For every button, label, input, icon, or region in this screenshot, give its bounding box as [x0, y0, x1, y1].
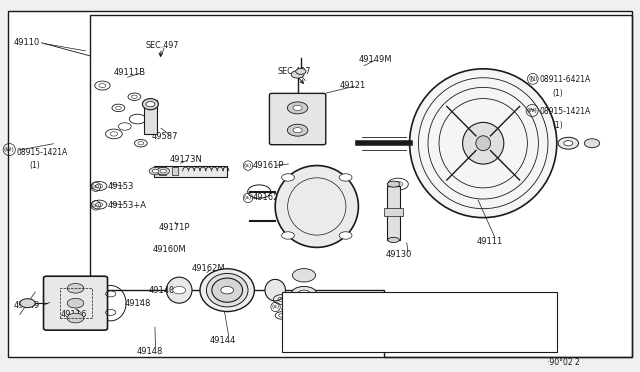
Bar [282, 292, 557, 352]
Bar [387, 186, 400, 240]
Text: 49173N: 49173N [170, 155, 202, 164]
Text: 49149M: 49149M [358, 55, 392, 64]
Text: (1): (1) [29, 161, 40, 170]
Text: (a): (a) [244, 163, 252, 168]
Text: SEC.497: SEC.497 [278, 67, 311, 76]
Text: (W): (W) [527, 108, 538, 113]
Text: 49148: 49148 [125, 299, 151, 308]
Circle shape [293, 105, 302, 110]
Circle shape [293, 128, 302, 133]
FancyBboxPatch shape [269, 93, 326, 145]
Text: 49153: 49153 [108, 182, 134, 191]
Circle shape [558, 137, 579, 149]
Text: 49153+A: 49153+A [108, 201, 147, 210]
Circle shape [584, 139, 600, 148]
Circle shape [160, 169, 166, 173]
Text: 49111: 49111 [477, 237, 503, 246]
Circle shape [221, 286, 234, 294]
Circle shape [67, 313, 84, 323]
Circle shape [292, 269, 316, 282]
Text: 08911-6421A: 08911-6421A [540, 76, 591, 84]
Text: NOTE:PART CODE 49110K......... ⓐ: NOTE:PART CODE 49110K......... ⓐ [288, 317, 427, 326]
Circle shape [564, 141, 573, 146]
Bar [144, 100, 157, 134]
Text: 49161P: 49161P [253, 161, 284, 170]
Text: 49149: 49149 [14, 301, 40, 310]
Text: 08915-1421A: 08915-1421A [540, 107, 591, 116]
Text: ·90°02 2: ·90°02 2 [547, 358, 580, 367]
Circle shape [287, 124, 308, 136]
Text: (a): (a) [92, 203, 100, 208]
Text: (W): (W) [4, 147, 15, 152]
Bar [159, 167, 166, 175]
Ellipse shape [166, 277, 192, 303]
Circle shape [287, 102, 308, 114]
Ellipse shape [388, 237, 399, 243]
Text: 49148: 49148 [136, 347, 163, 356]
Bar [60, 288, 92, 318]
Bar [172, 167, 178, 175]
Text: (1): (1) [552, 121, 563, 130]
Circle shape [20, 299, 35, 308]
Circle shape [339, 232, 352, 239]
Circle shape [67, 283, 84, 293]
Circle shape [67, 298, 84, 308]
Bar [384, 208, 403, 216]
Text: 49171P: 49171P [159, 223, 190, 232]
Text: 49110: 49110 [14, 38, 40, 47]
Ellipse shape [265, 279, 285, 301]
Ellipse shape [463, 122, 504, 164]
Text: 49111B: 49111B [114, 68, 146, 77]
Text: 08915-1421A: 08915-1421A [17, 148, 68, 157]
Ellipse shape [142, 99, 158, 110]
Ellipse shape [200, 269, 254, 311]
Text: (a): (a) [271, 304, 280, 310]
Text: 49144: 49144 [210, 336, 236, 345]
Text: (a): (a) [244, 195, 252, 201]
Circle shape [152, 169, 159, 173]
Text: (N): (N) [528, 76, 538, 81]
Text: 49130: 49130 [386, 250, 412, 259]
Circle shape [157, 167, 170, 175]
Text: (1): (1) [552, 89, 563, 98]
Circle shape [282, 174, 294, 181]
Ellipse shape [410, 69, 557, 218]
Bar [154, 166, 227, 177]
Text: (a): (a) [92, 184, 100, 189]
Circle shape [149, 167, 162, 175]
Ellipse shape [387, 181, 400, 187]
Circle shape [146, 102, 155, 107]
FancyBboxPatch shape [44, 276, 108, 330]
Circle shape [291, 71, 304, 78]
Text: 49162M: 49162M [192, 264, 226, 273]
Ellipse shape [206, 273, 248, 307]
Ellipse shape [212, 278, 243, 302]
Text: SEC.497: SEC.497 [146, 41, 179, 50]
Text: 49121: 49121 [339, 81, 365, 90]
Circle shape [296, 68, 306, 74]
Circle shape [173, 286, 186, 294]
Text: 49145: 49145 [280, 304, 307, 313]
Text: 49140: 49140 [149, 286, 175, 295]
Circle shape [339, 174, 352, 181]
Text: 49160M: 49160M [152, 245, 186, 254]
Ellipse shape [476, 136, 491, 151]
Circle shape [282, 232, 294, 239]
Text: 49162N: 49162N [253, 193, 285, 202]
Text: 49116: 49116 [61, 310, 87, 319]
Circle shape [291, 286, 317, 301]
Text: 49587: 49587 [152, 132, 178, 141]
Circle shape [298, 290, 310, 298]
Ellipse shape [275, 166, 358, 247]
